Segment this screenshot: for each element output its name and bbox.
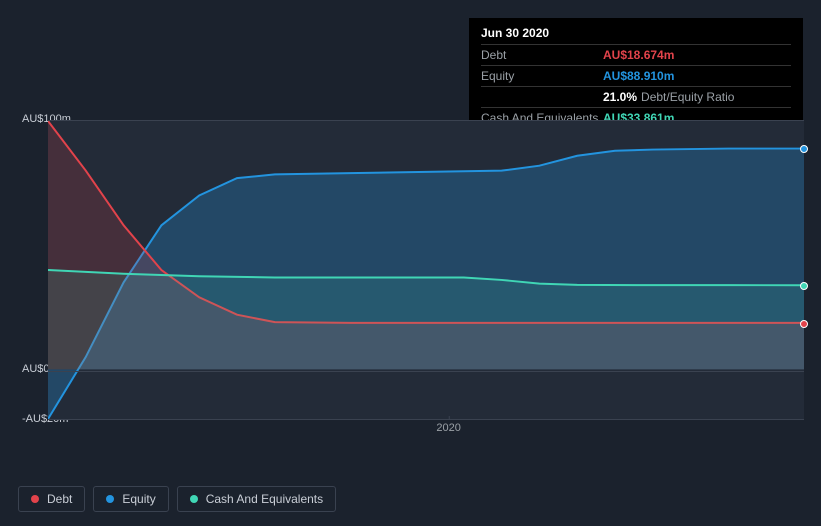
tooltip-row: DebtAU$18.674m [481, 45, 791, 66]
legend-item-debt[interactable]: Debt [18, 486, 85, 512]
tooltip-row: 21.0% Debt/Equity Ratio [481, 87, 791, 108]
tooltip-row-value: AU$18.674m [603, 48, 674, 62]
legend-item-cash[interactable]: Cash And Equivalents [177, 486, 336, 512]
cash-end-marker [800, 282, 808, 290]
chart-legend: Debt Equity Cash And Equivalents [18, 486, 336, 512]
legend-swatch-icon [106, 495, 114, 503]
tooltip-row-label: Debt [481, 48, 603, 62]
zero-gridline [48, 371, 804, 372]
x-axis: 2020 [48, 420, 804, 450]
tooltip-row-label: Equity [481, 69, 603, 83]
equity-end-marker [800, 145, 808, 153]
y-axis-label: AU$0 [22, 363, 50, 375]
tooltip-row-label [481, 90, 603, 104]
legend-item-equity[interactable]: Equity [93, 486, 168, 512]
x-axis-label: 2020 [436, 422, 460, 434]
legend-label: Equity [122, 492, 155, 506]
tooltip-row-value: 21.0% [603, 90, 637, 104]
chart-svg [48, 121, 804, 419]
debt-end-marker [800, 320, 808, 328]
tooltip-row-suffix: Debt/Equity Ratio [641, 90, 734, 104]
legend-swatch-icon [31, 495, 39, 503]
legend-swatch-icon [190, 495, 198, 503]
tooltip-row-value: AU$88.910m [603, 69, 674, 83]
legend-label: Debt [47, 492, 72, 506]
legend-label: Cash And Equivalents [206, 492, 323, 506]
plot-area[interactable] [48, 120, 804, 420]
debt-equity-chart: AU$100mAU$0-AU$20m 2020 [18, 120, 804, 450]
tooltip-title: Jun 30 2020 [481, 26, 791, 45]
tooltip-row: EquityAU$88.910m [481, 66, 791, 87]
chart-tooltip: Jun 30 2020 DebtAU$18.674mEquityAU$88.91… [469, 18, 803, 136]
